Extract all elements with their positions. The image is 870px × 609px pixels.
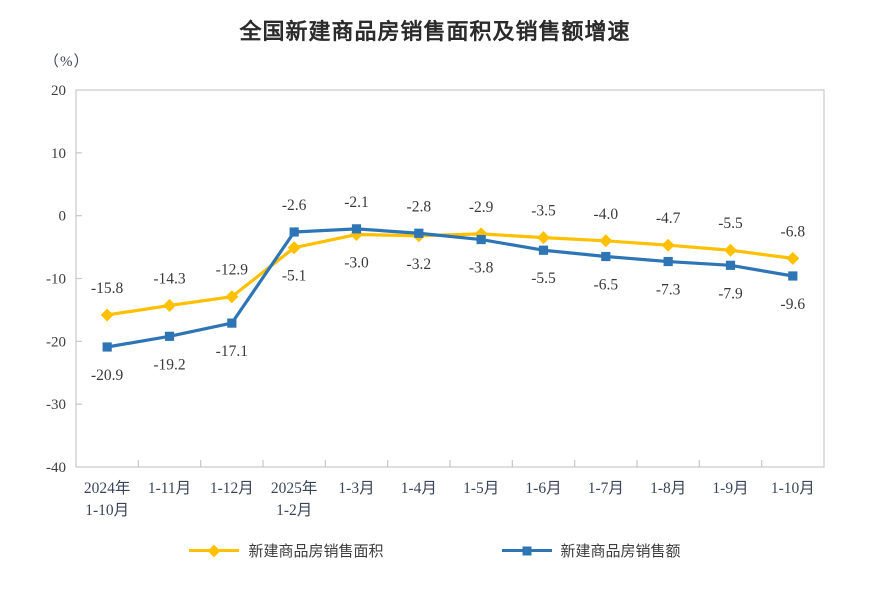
series-0-point-marker bbox=[661, 238, 675, 252]
series-0-point-marker bbox=[536, 231, 551, 245]
series-0-point-marker bbox=[162, 299, 177, 313]
data-label: -14.3 bbox=[153, 271, 186, 288]
data-label: -7.3 bbox=[656, 282, 681, 299]
series-1-point-marker bbox=[102, 342, 112, 352]
x-axis-tick-label: 1-3月 bbox=[338, 480, 374, 497]
y-axis-unit-label: （%） bbox=[44, 54, 90, 70]
legend-item-sales-area: 新建商品房销售面积 bbox=[189, 540, 384, 561]
series-0-point-marker bbox=[225, 290, 239, 304]
series-0-point-marker bbox=[100, 308, 114, 322]
x-axis-tick-label: 1-12月 bbox=[210, 480, 254, 497]
series-0-point-marker bbox=[287, 241, 301, 255]
series-1-point-marker bbox=[351, 224, 362, 234]
x-axis-tick-label: 2024年 bbox=[84, 479, 131, 497]
y-axis-tick-label: -10 bbox=[46, 272, 66, 288]
series-1-point-marker bbox=[601, 251, 611, 262]
series-1-point-marker bbox=[164, 331, 175, 341]
data-label: -2.8 bbox=[407, 198, 432, 215]
legend-line-sales-area bbox=[189, 544, 240, 557]
chart-legend: 新建商品房销售面积 新建商品房销售额 bbox=[0, 540, 870, 561]
series-0-point-marker bbox=[786, 251, 800, 265]
legend-label-sales-amount: 新建商品房销售额 bbox=[560, 544, 681, 560]
x-axis-tick-label: 1-4月 bbox=[401, 480, 437, 497]
legend-line-sales-amount bbox=[501, 546, 552, 555]
legend-item-sales-amount: 新建商品房销售额 bbox=[501, 540, 681, 561]
series-1-point-marker bbox=[476, 234, 486, 245]
data-label: -7.9 bbox=[718, 285, 743, 302]
series-1-point-marker bbox=[289, 227, 299, 237]
data-label: -3.2 bbox=[407, 256, 432, 273]
data-label: -15.8 bbox=[91, 280, 124, 297]
data-label: -5.5 bbox=[718, 215, 743, 232]
series-1-point-marker bbox=[788, 271, 798, 281]
diamond-marker-icon bbox=[208, 544, 221, 557]
series-line-1 bbox=[105, 227, 795, 349]
series-1-point-marker bbox=[414, 228, 424, 238]
y-axis-tick-label: 20 bbox=[51, 83, 66, 99]
data-label: -4.7 bbox=[656, 210, 681, 227]
data-label: -9.6 bbox=[781, 296, 806, 313]
x-axis-tick-label: 1-10月 bbox=[771, 480, 815, 497]
data-label: -5.5 bbox=[531, 270, 556, 287]
data-label: -19.2 bbox=[153, 356, 185, 373]
data-label: -2.1 bbox=[344, 194, 369, 211]
data-label: -12.9 bbox=[216, 262, 249, 279]
x-axis-tick-label: 2025年 bbox=[271, 479, 318, 497]
y-axis-tick-label: -40 bbox=[46, 460, 66, 476]
series-1-point-marker bbox=[227, 318, 237, 328]
y-axis-tick-label: -20 bbox=[46, 334, 66, 350]
chart-title: 全国新建商品房销售面积及销售额增速 bbox=[239, 19, 631, 44]
data-label: -3.0 bbox=[344, 255, 369, 272]
data-label: -3.5 bbox=[531, 203, 556, 220]
data-label: -20.9 bbox=[91, 367, 124, 384]
series-1-point-marker bbox=[725, 260, 736, 270]
y-axis-tick-label: -30 bbox=[46, 397, 66, 413]
data-label: -2.9 bbox=[469, 199, 494, 216]
y-axis-tick-label: 0 bbox=[59, 209, 67, 225]
data-label: -17.1 bbox=[216, 343, 248, 360]
square-marker-icon bbox=[522, 546, 531, 555]
data-label: -6.8 bbox=[781, 223, 806, 240]
y-axis-tick-label: 10 bbox=[51, 146, 66, 162]
x-axis-tick-label: 1-5月 bbox=[463, 480, 499, 497]
data-label: -4.0 bbox=[594, 206, 619, 223]
series-1-point-marker bbox=[663, 256, 673, 267]
x-axis-tick-label: 1-10月 bbox=[85, 502, 129, 519]
x-axis-tick-label: 1-2月 bbox=[276, 502, 312, 519]
x-axis-tick-label: 1-11月 bbox=[148, 480, 191, 497]
x-axis-tick-label: 1-7月 bbox=[588, 480, 624, 497]
x-axis-tick-label: 1-8月 bbox=[650, 480, 686, 497]
legend-label-sales-area: 新建商品房销售面积 bbox=[248, 544, 384, 560]
series-0-point-marker bbox=[723, 243, 738, 257]
data-label: -3.8 bbox=[469, 260, 494, 277]
plot-border bbox=[75, 89, 825, 468]
x-axis-tick-label: 1-6月 bbox=[525, 480, 561, 497]
data-label: -5.1 bbox=[282, 268, 307, 285]
x-axis-tick-label: 1-9月 bbox=[712, 480, 748, 497]
data-label: -6.5 bbox=[594, 277, 619, 294]
data-label: -2.6 bbox=[282, 197, 307, 214]
series-1-point-marker bbox=[538, 245, 549, 255]
series-line-0 bbox=[105, 232, 795, 317]
series-0-point-marker bbox=[599, 234, 613, 248]
